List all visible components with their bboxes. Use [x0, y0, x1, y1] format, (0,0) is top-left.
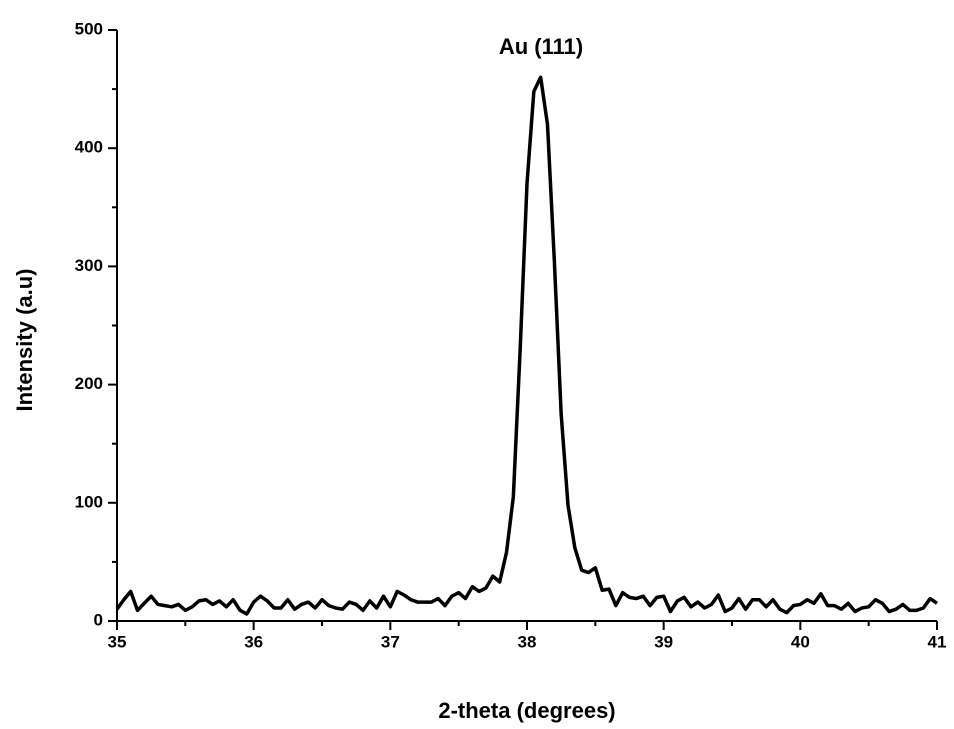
y-tick-label: 400 — [75, 138, 103, 157]
x-axis-title: 2-theta (degrees) — [438, 698, 615, 723]
x-tick-label: 37 — [381, 632, 400, 651]
x-tick-label: 41 — [928, 632, 947, 651]
peak-annotation: Au (111) — [499, 34, 583, 59]
x-tick-label: 35 — [108, 632, 127, 651]
x-tick-label: 39 — [654, 632, 673, 651]
x-tick-label: 38 — [518, 632, 537, 651]
x-tick-label: 36 — [244, 632, 263, 651]
y-axis-title: Intensity (a.u) — [12, 268, 37, 411]
y-tick-label: 100 — [75, 492, 103, 511]
y-tick-label: 500 — [75, 19, 103, 38]
y-tick-label: 0 — [94, 610, 103, 629]
x-tick-label: 40 — [791, 632, 810, 651]
y-tick-label: 300 — [75, 256, 103, 275]
data-line — [115, 75, 938, 616]
y-tick-label: 200 — [75, 374, 103, 393]
